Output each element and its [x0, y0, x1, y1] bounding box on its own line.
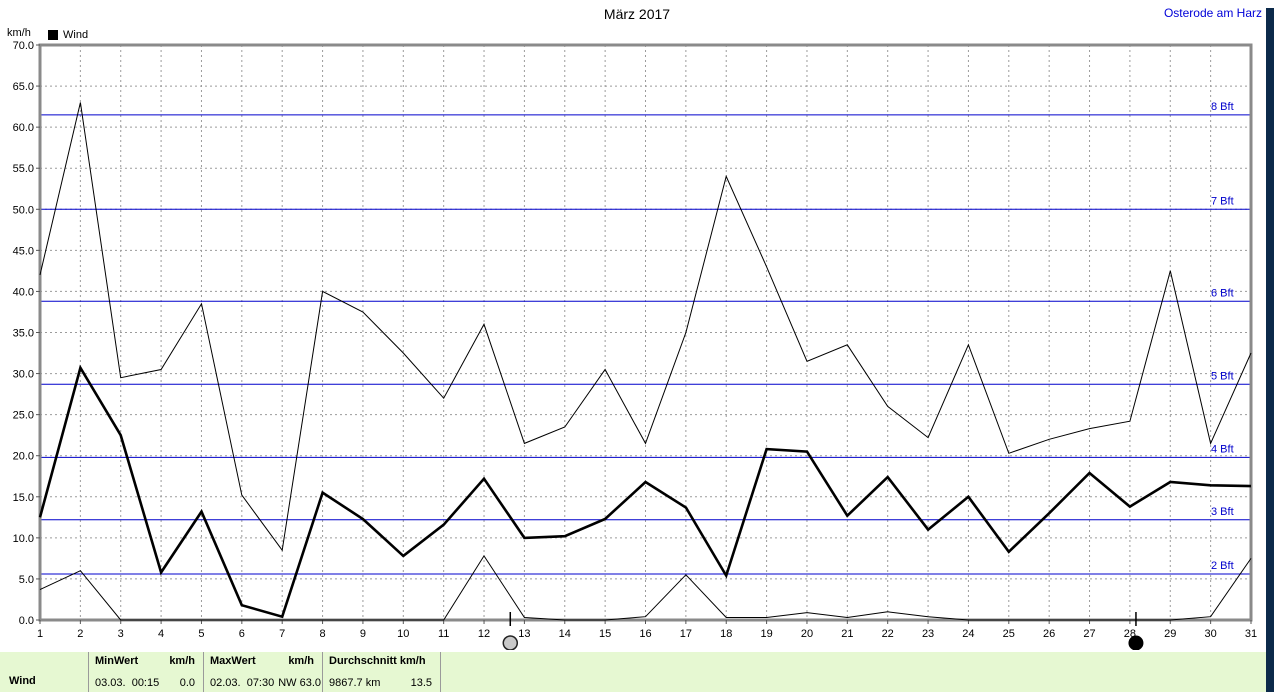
x-tick-label: 3 [118, 628, 124, 640]
y-tick-label: 70.0 [13, 40, 34, 52]
x-tick-label: 14 [559, 628, 571, 640]
wind-chart[interactable]: 2 Bft 3 Bft 4 Bft 5 Bft 6 Bft 7 Bft 8 Bft 0.0 5.… [0, 0, 1274, 650]
y-tick-label: 15.0 [13, 492, 34, 504]
maxwert-header: MaxWert [210, 655, 256, 667]
minwert-unit: km/h [169, 655, 195, 667]
x-tick-label: 4 [158, 628, 164, 640]
wind-legend-label: Wind [63, 29, 89, 41]
beaufort-label: 6 Bft [1211, 287, 1234, 299]
wind-min-line [39, 554, 1252, 621]
x-tick-label: 8 [320, 628, 326, 640]
window-edge-strip [1266, 8, 1274, 692]
beaufort-label: 7 Bft [1211, 195, 1234, 207]
x-tick-label: 18 [720, 628, 732, 640]
y-tick-label: 5.0 [19, 574, 34, 586]
x-tick-label: 21 [841, 628, 853, 640]
statusbar-minwert-section: MinWert km/h 03.03. 00:15 0.0 [89, 652, 204, 692]
x-tick-label: 16 [639, 628, 651, 640]
y-tick-label: 40.0 [13, 286, 34, 298]
new-moon-icon [1128, 635, 1144, 650]
x-tick-label: 29 [1164, 628, 1176, 640]
beaufort-label: 2 Bft [1211, 560, 1234, 572]
x-tick-label: 11 [438, 628, 449, 640]
y-tick-label: 30.0 [13, 369, 34, 381]
maxwert-unit: km/h [288, 655, 314, 667]
y-tick-label: 25.0 [13, 410, 34, 422]
beaufort-label: 5 Bft [1211, 370, 1234, 382]
statusbar-row-label: Wind [9, 675, 36, 687]
beaufort-label: 8 Bft [1211, 101, 1234, 113]
x-tick-label: 2 [77, 628, 83, 640]
full-moon-icon [502, 635, 519, 650]
x-tick-label: 30 [1205, 628, 1217, 640]
y-tick-label: 45.0 [13, 245, 34, 257]
y-tick-label: 65.0 [13, 81, 34, 93]
beaufort-label: 3 Bft [1211, 506, 1234, 518]
chart-legend: Wind [48, 29, 88, 41]
maxwert-value: NW 63.0 [278, 677, 322, 689]
x-tick-label: 26 [1043, 628, 1055, 640]
wind-max-line [39, 102, 1252, 552]
y-tick-label: 55.0 [13, 163, 34, 175]
x-tick-label: 25 [1003, 628, 1015, 640]
durchschnitt-header: Durchschnitt km/h [329, 655, 426, 667]
statusbar-durchschnitt-section: Durchschnitt km/h 9867.7 km 13.5 [323, 652, 441, 692]
x-tick-label: 5 [198, 628, 204, 640]
y-tick-label: 60.0 [13, 122, 34, 134]
y-tick-label: 0.0 [19, 615, 34, 627]
x-tick-label: 19 [760, 628, 772, 640]
y-tick-label: 50.0 [13, 204, 34, 216]
maxwert-datetime: 02.03. 07:30 [210, 677, 275, 689]
x-tick-label: 24 [962, 628, 974, 640]
y-axis-unit-label: km/h [7, 27, 31, 39]
page-title: März 2017 [603, 6, 671, 22]
statusbar-empty-section [441, 652, 1274, 692]
wind-legend-swatch [48, 30, 58, 40]
statusbar-maxwert-section: MaxWert km/h 02.03. 07:30 NW 63.0 [204, 652, 323, 692]
minwert-value: 0.0 [179, 677, 195, 689]
durchschnitt-value: 13.5 [410, 677, 432, 689]
wind-mean-line [38, 364, 1252, 619]
x-tick-label: 31 [1245, 628, 1257, 640]
status-bar: Wind MinWert km/h 03.03. 00:15 0.0 MaxWe… [0, 652, 1274, 692]
y-tick-label: 35.0 [13, 328, 34, 340]
statusbar-row-label-cell: Wind [0, 652, 89, 692]
station-name: Osterode am Harz [1163, 6, 1262, 20]
x-tick-label: 6 [239, 628, 245, 640]
y-tick-label: 20.0 [13, 451, 34, 463]
x-tick-label: 9 [360, 628, 366, 640]
x-tick-label: 12 [478, 628, 490, 640]
x-tick-label: 15 [599, 628, 611, 640]
x-tick-label: 23 [922, 628, 934, 640]
x-tick-label: 10 [397, 628, 409, 640]
x-tick-label: 20 [801, 628, 813, 640]
x-tick-label: 27 [1083, 628, 1095, 640]
x-tick-label: 13 [518, 628, 530, 640]
x-tick-label: 1 [37, 628, 43, 640]
durchschnitt-distance: 9867.7 km [329, 677, 381, 689]
minwert-datetime: 03.03. 00:15 [95, 677, 160, 689]
y-tick-label: 10.0 [13, 533, 34, 545]
minwert-header: MinWert [95, 655, 139, 667]
x-tick-label: 7 [279, 628, 285, 640]
x-tick-label: 17 [680, 628, 692, 640]
beaufort-label: 4 Bft [1211, 443, 1234, 455]
x-tick-label: 22 [882, 628, 894, 640]
